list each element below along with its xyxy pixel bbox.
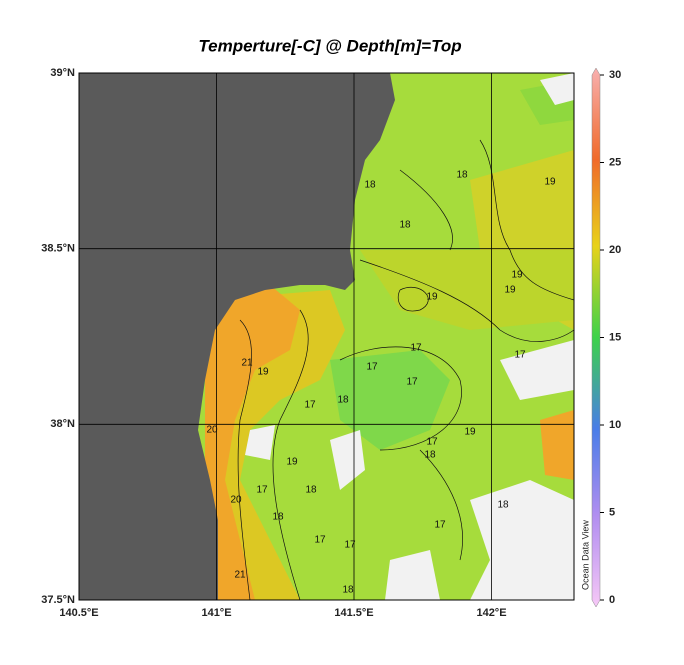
y-tick-label: 39°N <box>50 67 75 79</box>
x-tick-label: 140.5°E <box>59 607 98 619</box>
contour-label: 19 <box>426 292 438 303</box>
no-data <box>470 480 574 600</box>
no-data <box>330 430 365 490</box>
contour-label: 17 <box>304 400 316 411</box>
contour-label: 18 <box>399 220 411 231</box>
contour-label: 18 <box>337 395 349 406</box>
x-tick-label: 142°E <box>476 607 506 619</box>
colorbar-tick-label: 10 <box>609 419 621 431</box>
y-tick-label: 38°N <box>50 418 75 430</box>
contour-label: 18 <box>497 500 509 511</box>
contour-label: 20 <box>230 495 242 506</box>
contour-label: 18 <box>305 485 317 496</box>
contour-label: 20 <box>206 425 218 436</box>
no-data <box>500 340 574 400</box>
y-tick-label: 37.5°N <box>41 594 75 606</box>
cool-region <box>330 350 450 450</box>
contour-label: 18 <box>364 180 376 191</box>
contour-label: 18 <box>456 170 468 181</box>
contour-label: 19 <box>257 367 269 378</box>
no-data <box>385 550 440 600</box>
colorbar-tick-label: 5 <box>609 506 615 518</box>
y-tick-label: 38.5°N <box>41 243 75 255</box>
contour-label: 19 <box>511 270 523 281</box>
x-tick-label: 141.5°E <box>334 607 373 619</box>
chart-title: Temperture[-C] @ Depth[m]=Top <box>198 36 461 55</box>
contour-label: 21 <box>241 358 253 369</box>
contour-label: 17 <box>256 485 268 496</box>
field <box>79 73 574 600</box>
x-tick-label: 141°E <box>201 607 231 619</box>
land <box>79 73 395 600</box>
colorbar-tick-label: 25 <box>609 156 621 168</box>
contour-label: 17 <box>514 350 526 361</box>
warm-region <box>540 410 574 480</box>
contour-label: 17 <box>366 362 378 373</box>
colorbar-tick-label: 0 <box>609 594 615 606</box>
colorbar-tick-label: 15 <box>609 331 621 343</box>
no-data <box>245 425 275 460</box>
colorbar-tick-label: 30 <box>609 69 621 81</box>
contours <box>237 139 574 600</box>
contour-label: 19 <box>504 285 516 296</box>
contour-label: 18 <box>272 512 284 523</box>
contour-label: 17 <box>426 437 438 448</box>
contour-label: 17 <box>410 343 422 354</box>
watermark: Ocean Data View <box>580 520 590 590</box>
warm-region <box>205 285 300 600</box>
colorbar-tick-label: 20 <box>609 244 621 256</box>
contour-label: 21 <box>234 570 246 581</box>
contour-label: 17 <box>434 520 446 531</box>
contour-label: 17 <box>314 535 326 546</box>
no-data <box>540 73 574 105</box>
contour-label: 17 <box>344 540 356 551</box>
contour-label: 17 <box>406 377 418 388</box>
colorbar <box>591 67 601 608</box>
contour-label: 19 <box>286 457 298 468</box>
contour-label: 18 <box>424 450 436 461</box>
contour-label: 19 <box>464 427 476 438</box>
contour-label: 18 <box>342 585 354 596</box>
contour-label: 19 <box>544 177 556 188</box>
